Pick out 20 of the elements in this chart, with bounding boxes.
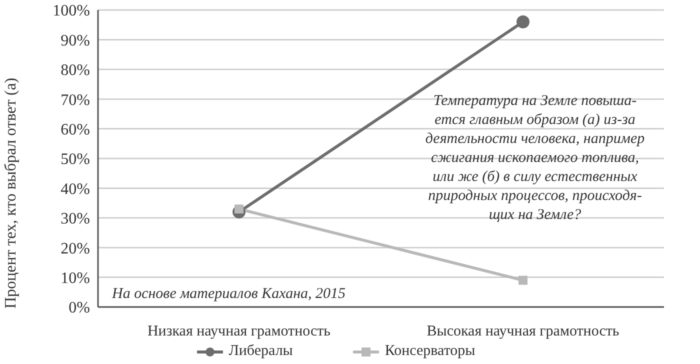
- y-tick-label: 30%: [60, 210, 90, 228]
- annotation: Температура на Земле повыша- ется главным образом (а) из-за деятельности человека, например сжигания ископаемого топлива, или же (б) в силу естественных природных процессов, происходя- щих на Земле?: [424, 92, 646, 225]
- y-tick-label: 20%: [60, 240, 90, 258]
- y-tick-label: 40%: [60, 180, 90, 198]
- y-tick-label: 100%: [52, 2, 90, 20]
- x-tick-label: Высокая научная грамотность: [426, 324, 620, 340]
- y-tick-label: 50%: [60, 151, 90, 168]
- y-tick-label: 10%: [60, 270, 90, 287]
- y-tick-label: 80%: [60, 62, 90, 80]
- point: [518, 276, 528, 285]
- y-tick-label: 0%: [68, 300, 90, 317]
- point: [516, 15, 530, 28]
- y-axis-title: Процент тех, кто выбрал ответ (а): [2, 78, 20, 308]
- legend-label: Консерваторы: [384, 343, 476, 360]
- x-tick-label: Низкая научная грамотность: [147, 324, 331, 340]
- y-tick-label: 70%: [60, 92, 90, 109]
- legend-label: Либералы: [228, 343, 293, 360]
- y-tick-label: 90%: [60, 32, 90, 50]
- annotation: На основе материалов Кахана, 2015: [112, 285, 347, 304]
- y-tick-label: 60%: [60, 121, 90, 138]
